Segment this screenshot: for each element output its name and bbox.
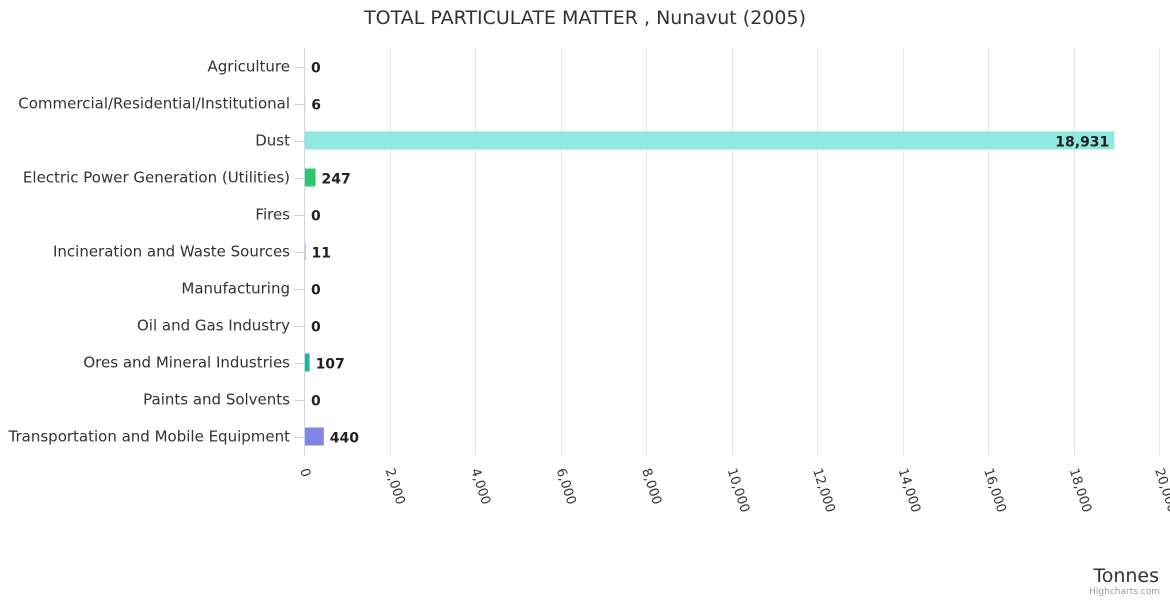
bar[interactable] bbox=[305, 168, 316, 187]
x-tick-label: 8,000 bbox=[638, 467, 664, 507]
x-axis-title: Tonnes bbox=[1092, 565, 1159, 587]
category-label: Ores and Mineral Industries bbox=[83, 354, 290, 372]
gridlines bbox=[294, 48, 1160, 455]
x-tick-label: 6,000 bbox=[553, 467, 579, 507]
x-axis-ticks: 0 2,000 4,000 6,000 8,000 10,000 12,000 14,000 1… bbox=[296, 467, 1170, 515]
category-label: Incineration and Waste Sources bbox=[53, 243, 290, 261]
credits-link[interactable]: Highcharts.com bbox=[1089, 587, 1160, 597]
x-tick-label: 14,000 bbox=[895, 467, 923, 515]
category-label: Agriculture bbox=[208, 58, 291, 76]
category-label: Transportation and Mobile Equipment bbox=[8, 428, 291, 446]
chart-title: TOTAL PARTICULATE MATTER , Nunavut (2005… bbox=[363, 7, 806, 29]
x-tick-label: 4,000 bbox=[467, 467, 493, 507]
category-label: Manufacturing bbox=[181, 280, 290, 298]
data-label: 11 bbox=[311, 246, 330, 262]
category-label: Paints and Solvents bbox=[143, 391, 290, 409]
x-tick-label: 12,000 bbox=[809, 467, 837, 515]
bar[interactable] bbox=[305, 131, 1115, 150]
data-label: 0 bbox=[311, 320, 321, 336]
x-tick-label: 10,000 bbox=[724, 467, 752, 515]
category-label: Commercial/Residential/Institutional bbox=[18, 95, 290, 113]
data-label: 0 bbox=[311, 209, 321, 225]
data-label: 18,931 bbox=[1055, 135, 1109, 151]
category-label: Fires bbox=[255, 206, 290, 224]
x-tick-label: 2,000 bbox=[382, 467, 408, 507]
data-label: 247 bbox=[322, 172, 351, 188]
x-tick-label: 0 bbox=[296, 467, 313, 480]
category-label: Dust bbox=[255, 132, 290, 150]
data-labels: 0 6 18,931 247 0 11 0 0 107 0 440 bbox=[311, 61, 1109, 447]
data-label: 107 bbox=[316, 357, 345, 373]
category-labels: Agriculture Commercial/Residential/Instit… bbox=[8, 58, 291, 446]
bars bbox=[305, 94, 1115, 446]
category-label: Oil and Gas Industry bbox=[137, 317, 290, 335]
data-label: 0 bbox=[311, 394, 321, 410]
x-tick-label: 18,000 bbox=[1066, 467, 1094, 515]
bar[interactable] bbox=[305, 353, 310, 372]
data-label: 440 bbox=[330, 431, 359, 447]
data-label: 6 bbox=[311, 98, 321, 114]
x-tick-label: 20,000 bbox=[1151, 467, 1170, 515]
data-label: 0 bbox=[311, 283, 321, 299]
data-label: 0 bbox=[311, 61, 321, 77]
category-label: Electric Power Generation (Utilities) bbox=[23, 169, 290, 187]
bar[interactable] bbox=[305, 427, 324, 446]
x-tick-label: 16,000 bbox=[980, 467, 1008, 515]
